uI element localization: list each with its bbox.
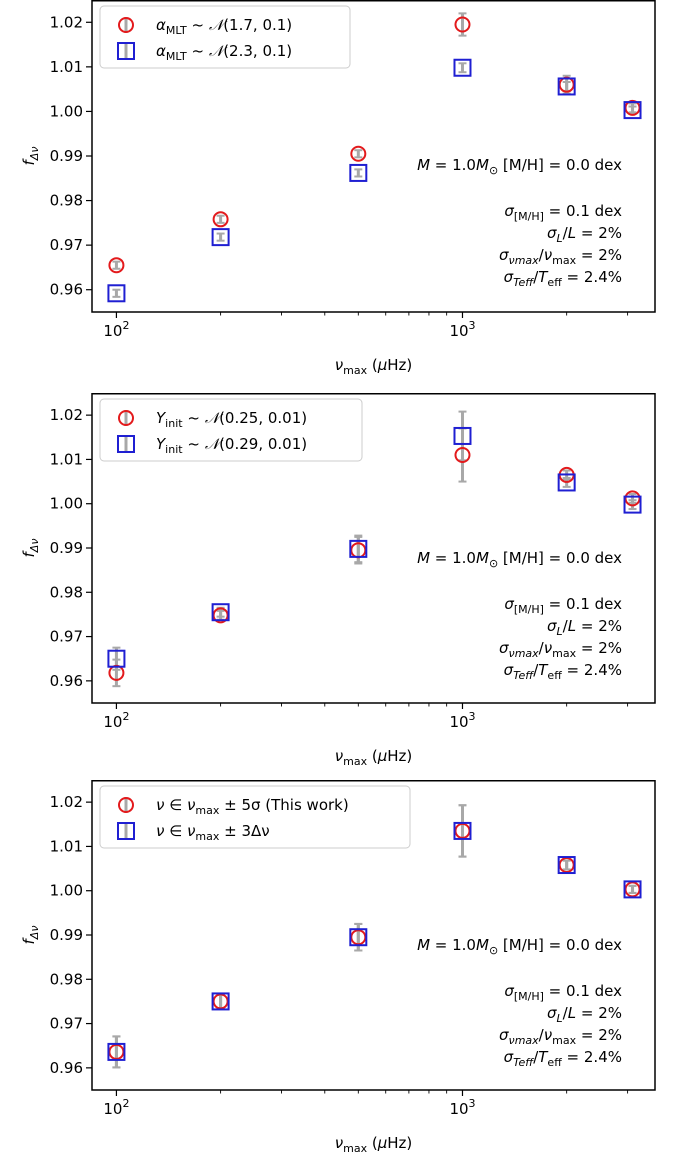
y-tick-label: 1.00 bbox=[50, 882, 83, 900]
annotation-line: σνmax/νmax = 2% bbox=[499, 246, 622, 267]
data-point-square bbox=[623, 495, 642, 514]
legend-label: ν ∈ νmax ± 5σ (This work) bbox=[156, 796, 349, 817]
annotation-line: σ[M/H] = 0.1 dex bbox=[504, 982, 622, 1003]
annotation-line: σL/L = 2% bbox=[547, 1004, 622, 1025]
data-point-square bbox=[211, 603, 230, 622]
legend: Yinit ~ 𝒩(0.25, 0.01) Yinit ~ 𝒩(0.29, 0.0… bbox=[99, 398, 363, 462]
y-tick-label: 1.00 bbox=[50, 102, 83, 120]
annotation-line: σ[M/H] = 0.1 dex bbox=[504, 202, 622, 223]
legend-label: ν ∈ νmax ± 3Δν bbox=[156, 822, 270, 843]
data-point-square bbox=[107, 284, 126, 303]
data-point-square bbox=[557, 77, 576, 96]
annotation-line: σνmax/νmax = 2% bbox=[499, 1026, 622, 1047]
legend-label: Yinit ~ 𝒩(0.29, 0.01) bbox=[156, 435, 307, 456]
x-axis-label: νmax (μHz) bbox=[335, 1134, 413, 1155]
panel-3: 0.96 0.97 0.98 0.99 1.00 1.01 1.02 102 103 νmax (… bbox=[20, 780, 656, 1155]
y-tick-label: 1.02 bbox=[50, 793, 83, 811]
y-tick-label: 1.00 bbox=[50, 495, 83, 513]
y-tick-label: 1.01 bbox=[50, 450, 83, 468]
data-point-square bbox=[557, 473, 576, 492]
x-tick-label: 102 bbox=[103, 710, 129, 731]
legend-marker-square bbox=[117, 435, 135, 453]
data-point-square bbox=[211, 992, 230, 1011]
legend-box bbox=[99, 5, 351, 69]
data-point-circle bbox=[454, 447, 471, 463]
y-tick-label: 0.99 bbox=[50, 539, 83, 557]
annotation-mass: M = 1.0M⊙ [M/H] = 0.0 dex bbox=[417, 549, 622, 570]
panel-2: 0.96 0.97 0.98 0.99 1.00 1.01 1.02 102 103 νmax (… bbox=[20, 393, 656, 768]
legend-box bbox=[99, 398, 363, 462]
legend-marker-square bbox=[117, 42, 135, 60]
data-point-circle bbox=[108, 257, 125, 274]
x-tick-label: 103 bbox=[449, 710, 475, 731]
data-point-square bbox=[453, 821, 472, 840]
legend: ν ∈ νmax ± 5σ (This work) ν ∈ νmax ± 3Δν bbox=[99, 785, 411, 849]
data-point-square bbox=[349, 539, 368, 558]
data-point-square bbox=[453, 58, 472, 77]
legend: αMLT ~ 𝒩(1.7, 0.1) αMLT ~ 𝒩(2.3, 0.1) bbox=[99, 5, 351, 69]
y-tick-label: 0.96 bbox=[50, 672, 83, 690]
data-point-square bbox=[107, 649, 126, 668]
legend-marker-circle bbox=[118, 797, 134, 813]
legend-marker-square bbox=[117, 822, 135, 840]
data-point-square bbox=[349, 928, 368, 947]
x-axis-label: νmax (μHz) bbox=[335, 747, 413, 768]
data-point-square bbox=[453, 426, 472, 445]
data-point-square bbox=[623, 101, 642, 120]
y-tick-label: 0.96 bbox=[50, 281, 83, 299]
annotation-mass: M = 1.0M⊙ [M/H] = 0.0 dex bbox=[417, 156, 622, 177]
y-tick-label: 0.98 bbox=[50, 583, 83, 601]
legend-marker-circle bbox=[118, 410, 134, 426]
y-axis-label: fΔν bbox=[20, 539, 41, 558]
legend-label: αMLT ~ 𝒩(2.3, 0.1) bbox=[156, 42, 292, 63]
data-point-square bbox=[623, 880, 642, 899]
legend-box bbox=[99, 785, 411, 849]
x-tick-label: 102 bbox=[103, 319, 129, 340]
y-tick-label: 0.99 bbox=[50, 926, 83, 944]
x-tick-label: 103 bbox=[449, 1097, 475, 1118]
y-tick-label: 1.01 bbox=[50, 837, 83, 855]
annotation-line: σTeff/Teff = 2.4% bbox=[504, 1048, 622, 1069]
legend-label: Yinit ~ 𝒩(0.25, 0.01) bbox=[156, 409, 307, 430]
y-axis-label: fΔν bbox=[20, 147, 41, 166]
y-tick-label: 1.01 bbox=[50, 58, 83, 76]
x-tick-label: 103 bbox=[449, 319, 475, 340]
data-point-square bbox=[107, 1042, 126, 1061]
y-tick-label: 0.99 bbox=[50, 147, 83, 165]
x-tick-label: 102 bbox=[103, 1097, 129, 1118]
y-tick-label: 0.98 bbox=[50, 192, 83, 210]
y-tick-label: 1.02 bbox=[50, 13, 83, 31]
annotation-line: σ[M/H] = 0.1 dex bbox=[504, 595, 622, 616]
annotation-line: σTeff/Teff = 2.4% bbox=[504, 661, 622, 682]
annotation: M = 1.0M⊙ [M/H] = 0.0 dex σ[M/H] = 0.1 de… bbox=[417, 156, 622, 289]
y-tick-label: 0.98 bbox=[50, 970, 83, 988]
annotation-line: σνmax/νmax = 2% bbox=[499, 639, 622, 660]
annotation-line: σTeff/Teff = 2.4% bbox=[504, 268, 622, 289]
data-point-square bbox=[211, 228, 230, 247]
data-point-circle bbox=[454, 16, 471, 33]
legend-label: αMLT ~ 𝒩(1.7, 0.1) bbox=[156, 16, 292, 37]
data-point-square bbox=[349, 163, 368, 182]
y-tick-label: 1.02 bbox=[50, 406, 83, 424]
annotation-line: σL/L = 2% bbox=[547, 224, 622, 245]
y-tick-label: 0.97 bbox=[50, 236, 83, 254]
x-axis-label: νmax (μHz) bbox=[335, 356, 413, 377]
panel-1: 0.96 0.97 0.98 0.99 1.00 1.01 1.02 102 103 νmax (… bbox=[20, 0, 656, 377]
annotation: M = 1.0M⊙ [M/H] = 0.0 dex σ[M/H] = 0.1 de… bbox=[417, 549, 622, 682]
y-tick-label: 0.97 bbox=[50, 1015, 83, 1033]
y-axis-label: fΔν bbox=[20, 926, 41, 945]
annotation: M = 1.0M⊙ [M/H] = 0.0 dex σ[M/H] = 0.1 de… bbox=[417, 936, 622, 1069]
y-tick-label: 0.97 bbox=[50, 628, 83, 646]
annotation-line: σL/L = 2% bbox=[547, 617, 622, 638]
data-point-circle bbox=[212, 211, 229, 228]
data-point-square bbox=[557, 856, 576, 875]
data-point-circle bbox=[350, 145, 367, 162]
y-tick-label: 0.96 bbox=[50, 1059, 83, 1077]
legend-marker-circle bbox=[118, 17, 134, 33]
annotation-mass: M = 1.0M⊙ [M/H] = 0.0 dex bbox=[417, 936, 622, 957]
